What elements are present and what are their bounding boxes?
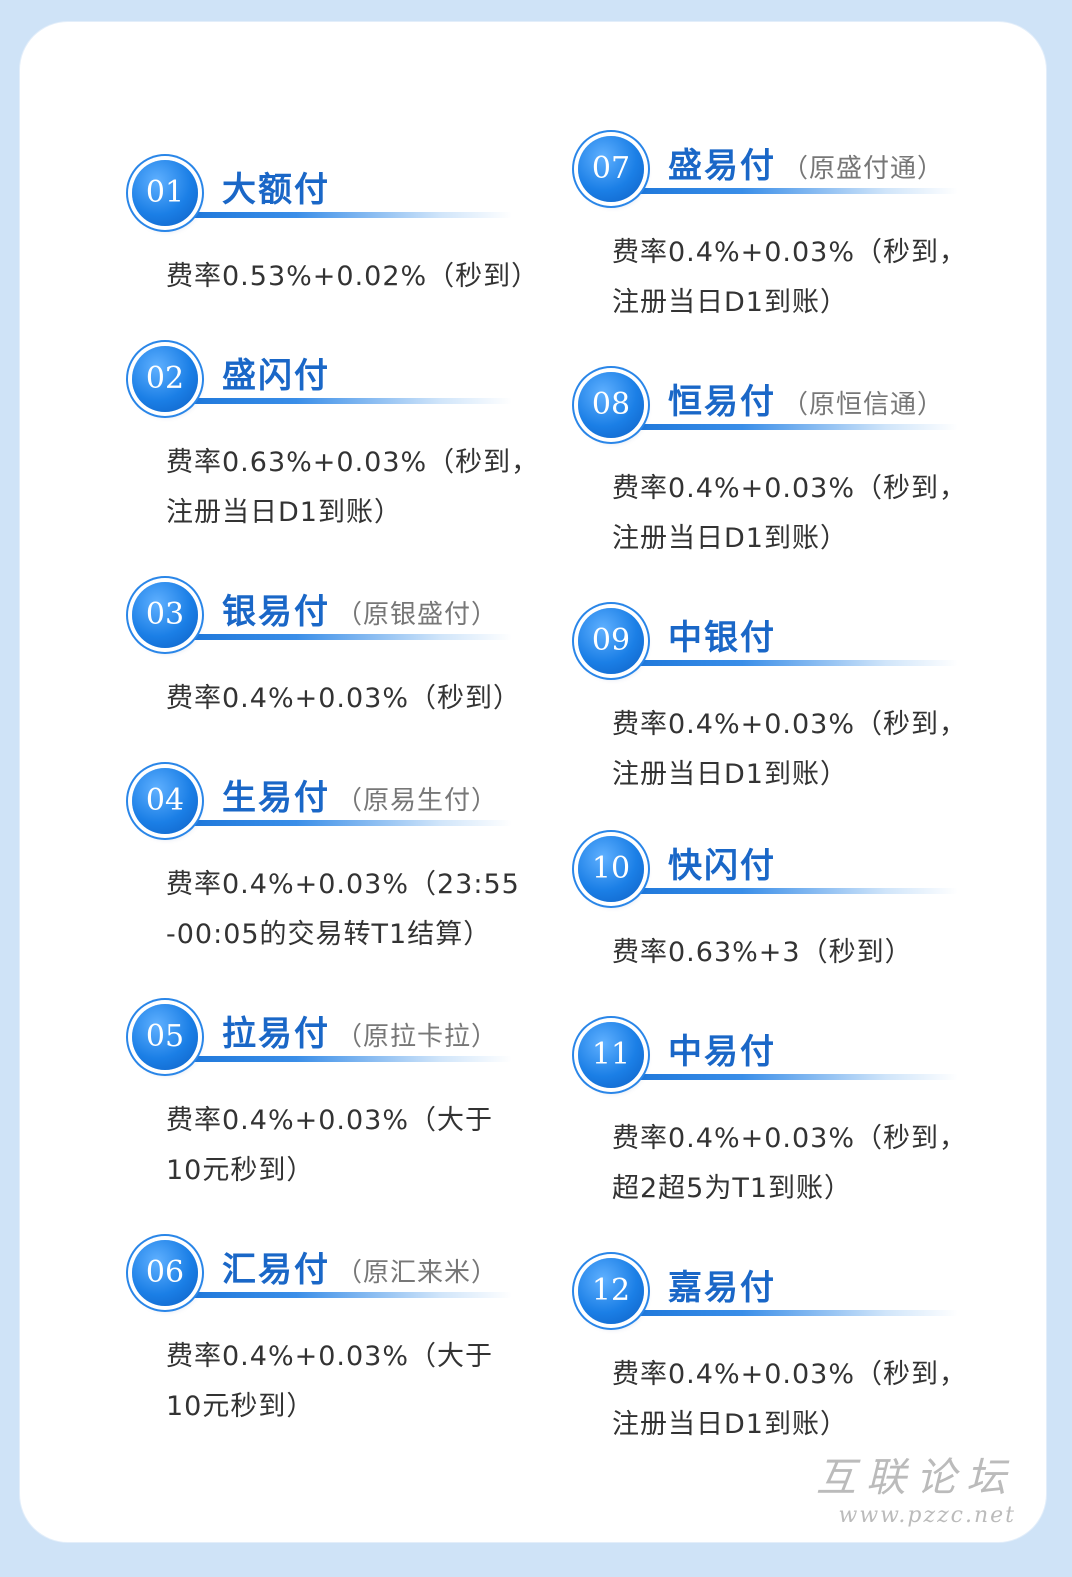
header-underline — [598, 1310, 958, 1316]
former-name: （原拉卡拉） — [336, 1022, 499, 1052]
product-item: 06 汇易付 （原汇来米） 费率0.4%+0.03%（大于 10元秒到） — [132, 1240, 592, 1432]
product-name: 拉易付 （原拉卡拉） — [222, 1014, 499, 1054]
product-header: 01 大额付 — [132, 160, 592, 234]
product-item: 01 大额付 费率0.53%+0.02%（秒到） — [132, 160, 592, 302]
number-badge: 12 — [578, 1258, 644, 1324]
product-name: 汇易付 （原汇来米） — [222, 1250, 499, 1290]
header-underline — [598, 1074, 958, 1080]
header-underline — [152, 212, 512, 218]
product-name: 大额付 — [222, 170, 330, 210]
number-badge: 03 — [132, 582, 198, 648]
rate-description: 费率0.63%+3（秒到） — [612, 937, 913, 968]
number-badge: 09 — [578, 608, 644, 674]
number-badge: 01 — [132, 160, 198, 226]
product-name: 银易付 （原银盛付） — [222, 592, 499, 632]
former-name: （原易生付） — [336, 786, 499, 816]
rate-description: 费率0.4%+0.03%（秒到， 超2超5为T1到账） — [612, 1123, 967, 1204]
number-badge: 07 — [578, 136, 644, 202]
number-badge: 05 — [132, 1004, 198, 1070]
number-badge: 02 — [132, 346, 198, 412]
product-item: 11 中易付 费率0.4%+0.03%（秒到， 超2超5为T1到账） — [578, 1022, 1038, 1214]
product-item: 05 拉易付 （原拉卡拉） 费率0.4%+0.03%（大于 10元秒到） — [132, 1004, 592, 1196]
product-item: 02 盛闪付 费率0.63%+0.03%（秒到， 注册当日D1到账） — [132, 346, 592, 538]
header-underline — [152, 820, 512, 826]
header-underline — [598, 188, 958, 194]
header-underline — [598, 424, 958, 430]
rate-description: 费率0.4%+0.03%（大于 10元秒到） — [166, 1341, 493, 1422]
product-header: 04 生易付 （原易生付） — [132, 768, 592, 842]
header-underline — [152, 634, 512, 640]
header-underline — [152, 1292, 512, 1298]
content-card: 01 大额付 费率0.53%+0.02%（秒到） 02 盛闪付 费率0.63%+… — [20, 22, 1046, 1542]
product-item: 07 盛易付 （原盛付通） 费率0.4%+0.03%（秒到， 注册当日D1到账） — [578, 136, 1038, 328]
product-header: 12 嘉易付 — [578, 1258, 1038, 1332]
product-header: 02 盛闪付 — [132, 346, 592, 420]
product-header: 10 快闪付 — [578, 836, 1038, 910]
rate-description: 费率0.4%+0.03%（秒到， 注册当日D1到账） — [612, 237, 967, 318]
watermark: 互联论坛 www.pzzc.net — [816, 1445, 1016, 1528]
product-name: 快闪付 — [668, 846, 776, 886]
number-badge: 06 — [132, 1240, 198, 1306]
rate-description: 费率0.4%+0.03%（23:55 -00:05的交易转T1结算） — [166, 869, 520, 950]
product-header: 05 拉易付 （原拉卡拉） — [132, 1004, 592, 1078]
watermark-text: 互联论坛 — [816, 1455, 1016, 1501]
product-name: 恒易付 （原恒信通） — [668, 382, 945, 422]
number-badge: 08 — [578, 372, 644, 438]
product-header: 08 恒易付 （原恒信通） — [578, 372, 1038, 446]
rate-description: 费率0.63%+0.03%（秒到， 注册当日D1到账） — [166, 447, 540, 528]
product-header: 03 银易付 （原银盛付） — [132, 582, 592, 656]
product-item: 08 恒易付 （原恒信通） 费率0.4%+0.03%（秒到， 注册当日D1到账） — [578, 372, 1038, 564]
product-name: 盛易付 （原盛付通） — [668, 146, 945, 186]
rate-description: 费率0.53%+0.02%（秒到） — [166, 261, 540, 292]
product-item: 10 快闪付 费率0.63%+3（秒到） — [578, 836, 1038, 978]
rate-description: 费率0.4%+0.03%（秒到， 注册当日D1到账） — [612, 709, 967, 790]
number-badge: 10 — [578, 836, 644, 902]
product-name: 中易付 — [668, 1032, 776, 1072]
product-header: 11 中易付 — [578, 1022, 1038, 1096]
header-underline — [152, 1056, 512, 1062]
header-underline — [152, 398, 512, 404]
former-name: （原汇来米） — [336, 1258, 499, 1288]
product-name: 中银付 — [668, 618, 776, 658]
product-item: 09 中银付 费率0.4%+0.03%（秒到， 注册当日D1到账） — [578, 608, 1038, 800]
product-item: 03 银易付 （原银盛付） 费率0.4%+0.03%（秒到） — [132, 582, 592, 724]
product-header: 09 中银付 — [578, 608, 1038, 682]
number-badge: 04 — [132, 768, 198, 834]
product-name: 嘉易付 — [668, 1268, 776, 1308]
number-badge: 11 — [578, 1022, 644, 1088]
product-item: 12 嘉易付 费率0.4%+0.03%（秒到， 注册当日D1到账） — [578, 1258, 1038, 1450]
product-header: 06 汇易付 （原汇来米） — [132, 1240, 592, 1314]
product-name: 盛闪付 — [222, 356, 330, 396]
watermark-url: www.pzzc.net — [838, 1503, 1016, 1528]
header-underline — [598, 660, 958, 666]
product-item: 04 生易付 （原易生付） 费率0.4%+0.03%（23:55 -00:05的交… — [132, 768, 592, 960]
product-name: 生易付 （原易生付） — [222, 778, 499, 818]
former-name: （原银盛付） — [336, 600, 499, 630]
rate-description: 费率0.4%+0.03%（秒到， 注册当日D1到账） — [612, 1359, 967, 1440]
header-underline — [598, 888, 958, 894]
former-name: （原恒信通） — [782, 390, 945, 420]
rate-description: 费率0.4%+0.03%（大于 10元秒到） — [166, 1105, 493, 1186]
former-name: （原盛付通） — [782, 154, 945, 184]
rate-description: 费率0.4%+0.03%（秒到， 注册当日D1到账） — [612, 473, 967, 554]
rate-description: 费率0.4%+0.03%（秒到） — [166, 683, 521, 714]
product-header: 07 盛易付 （原盛付通） — [578, 136, 1038, 210]
